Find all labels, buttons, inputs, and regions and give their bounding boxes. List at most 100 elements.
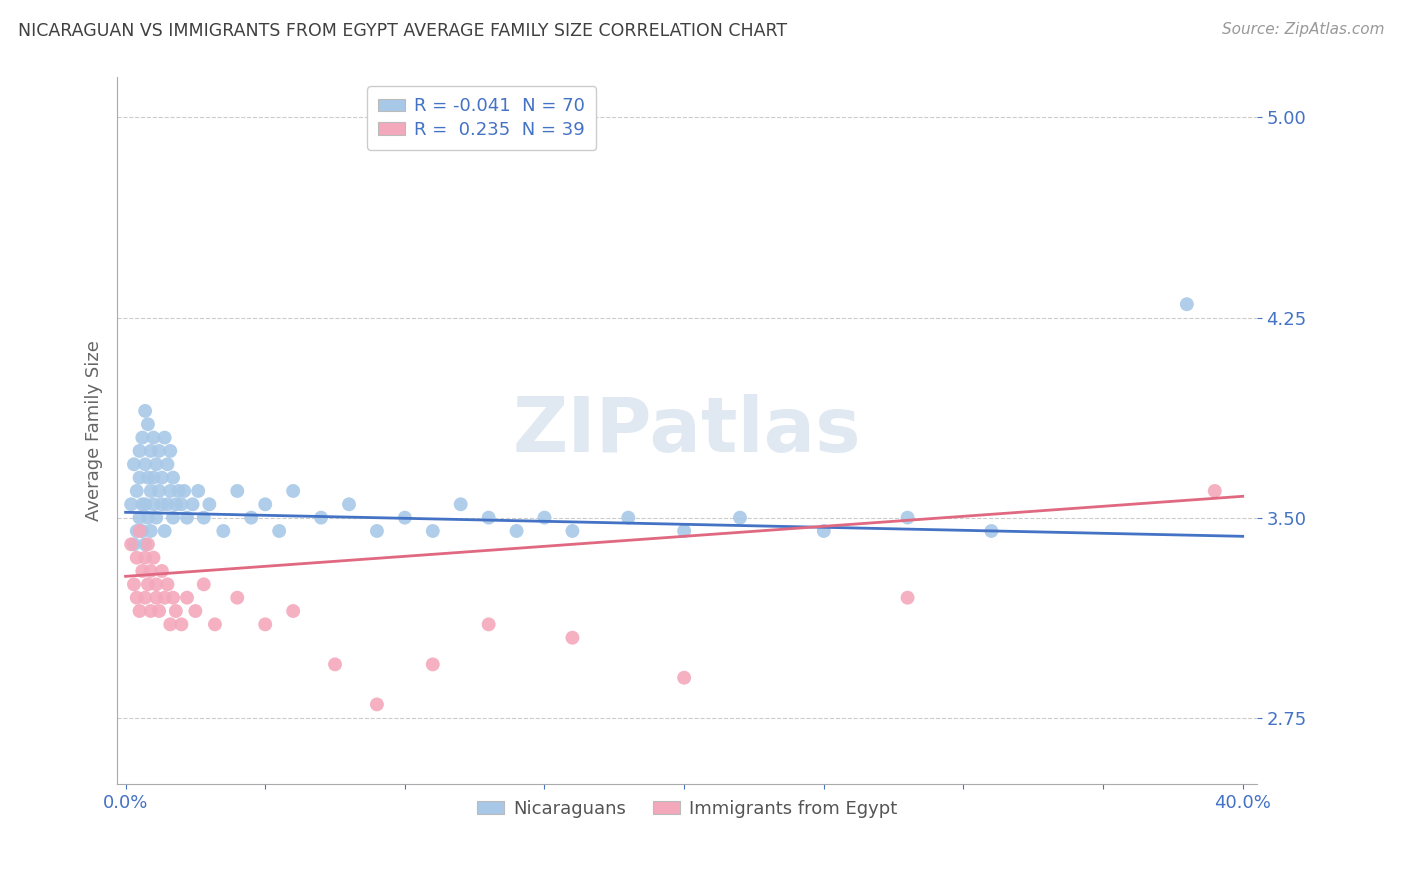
Point <box>478 510 501 524</box>
Point <box>148 604 170 618</box>
Point <box>131 497 153 511</box>
Point <box>131 564 153 578</box>
Point <box>148 444 170 458</box>
Point <box>176 510 198 524</box>
Point <box>165 604 187 618</box>
Point <box>136 577 159 591</box>
Point <box>193 577 215 591</box>
Point <box>159 483 181 498</box>
Point <box>139 564 162 578</box>
Point <box>142 550 165 565</box>
Point <box>142 470 165 484</box>
Point <box>136 470 159 484</box>
Point <box>366 524 388 538</box>
Point <box>162 470 184 484</box>
Point <box>204 617 226 632</box>
Point <box>167 483 190 498</box>
Point <box>128 510 150 524</box>
Point <box>153 431 176 445</box>
Point <box>139 483 162 498</box>
Point <box>159 444 181 458</box>
Point <box>980 524 1002 538</box>
Point <box>142 497 165 511</box>
Point <box>139 524 162 538</box>
Point <box>125 524 148 538</box>
Point <box>128 444 150 458</box>
Point <box>673 524 696 538</box>
Point <box>150 497 173 511</box>
Point <box>162 591 184 605</box>
Point <box>148 483 170 498</box>
Point <box>896 510 918 524</box>
Point <box>226 591 249 605</box>
Point <box>120 537 142 551</box>
Point <box>533 510 555 524</box>
Point <box>170 617 193 632</box>
Point <box>896 591 918 605</box>
Point <box>156 577 179 591</box>
Y-axis label: Average Family Size: Average Family Size <box>86 341 103 521</box>
Point <box>156 497 179 511</box>
Point <box>281 483 304 498</box>
Legend: Nicaraguans, Immigrants from Egypt: Nicaraguans, Immigrants from Egypt <box>470 792 904 825</box>
Point <box>617 510 640 524</box>
Point <box>142 431 165 445</box>
Point <box>128 524 150 538</box>
Point <box>122 577 145 591</box>
Point <box>254 497 277 511</box>
Point <box>136 537 159 551</box>
Point <box>450 497 472 511</box>
Point <box>366 698 388 712</box>
Point <box>131 524 153 538</box>
Point <box>150 564 173 578</box>
Point <box>181 497 204 511</box>
Point <box>136 510 159 524</box>
Point <box>170 497 193 511</box>
Point <box>145 457 167 471</box>
Point <box>269 524 291 538</box>
Point <box>226 483 249 498</box>
Point <box>145 510 167 524</box>
Point <box>134 457 156 471</box>
Point <box>131 431 153 445</box>
Point <box>165 497 187 511</box>
Point <box>122 457 145 471</box>
Point <box>134 404 156 418</box>
Point <box>153 591 176 605</box>
Point <box>156 457 179 471</box>
Point <box>125 483 148 498</box>
Point <box>728 510 751 524</box>
Point <box>198 497 221 511</box>
Point <box>134 591 156 605</box>
Point <box>240 510 263 524</box>
Point <box>159 617 181 632</box>
Point <box>125 591 148 605</box>
Point <box>128 604 150 618</box>
Point <box>150 470 173 484</box>
Point <box>173 483 195 498</box>
Point <box>136 417 159 432</box>
Point <box>139 604 162 618</box>
Point <box>193 510 215 524</box>
Point <box>125 550 148 565</box>
Point <box>394 510 416 524</box>
Point <box>134 550 156 565</box>
Point <box>187 483 209 498</box>
Point <box>422 657 444 672</box>
Point <box>673 671 696 685</box>
Text: ZIPatlas: ZIPatlas <box>513 394 862 468</box>
Point <box>120 497 142 511</box>
Text: Source: ZipAtlas.com: Source: ZipAtlas.com <box>1222 22 1385 37</box>
Point <box>145 591 167 605</box>
Point <box>128 470 150 484</box>
Point <box>422 524 444 538</box>
Point <box>561 631 583 645</box>
Point <box>134 497 156 511</box>
Point <box>323 657 346 672</box>
Point <box>1204 483 1226 498</box>
Point <box>281 604 304 618</box>
Point <box>478 617 501 632</box>
Point <box>505 524 527 538</box>
Point <box>184 604 207 618</box>
Point <box>122 537 145 551</box>
